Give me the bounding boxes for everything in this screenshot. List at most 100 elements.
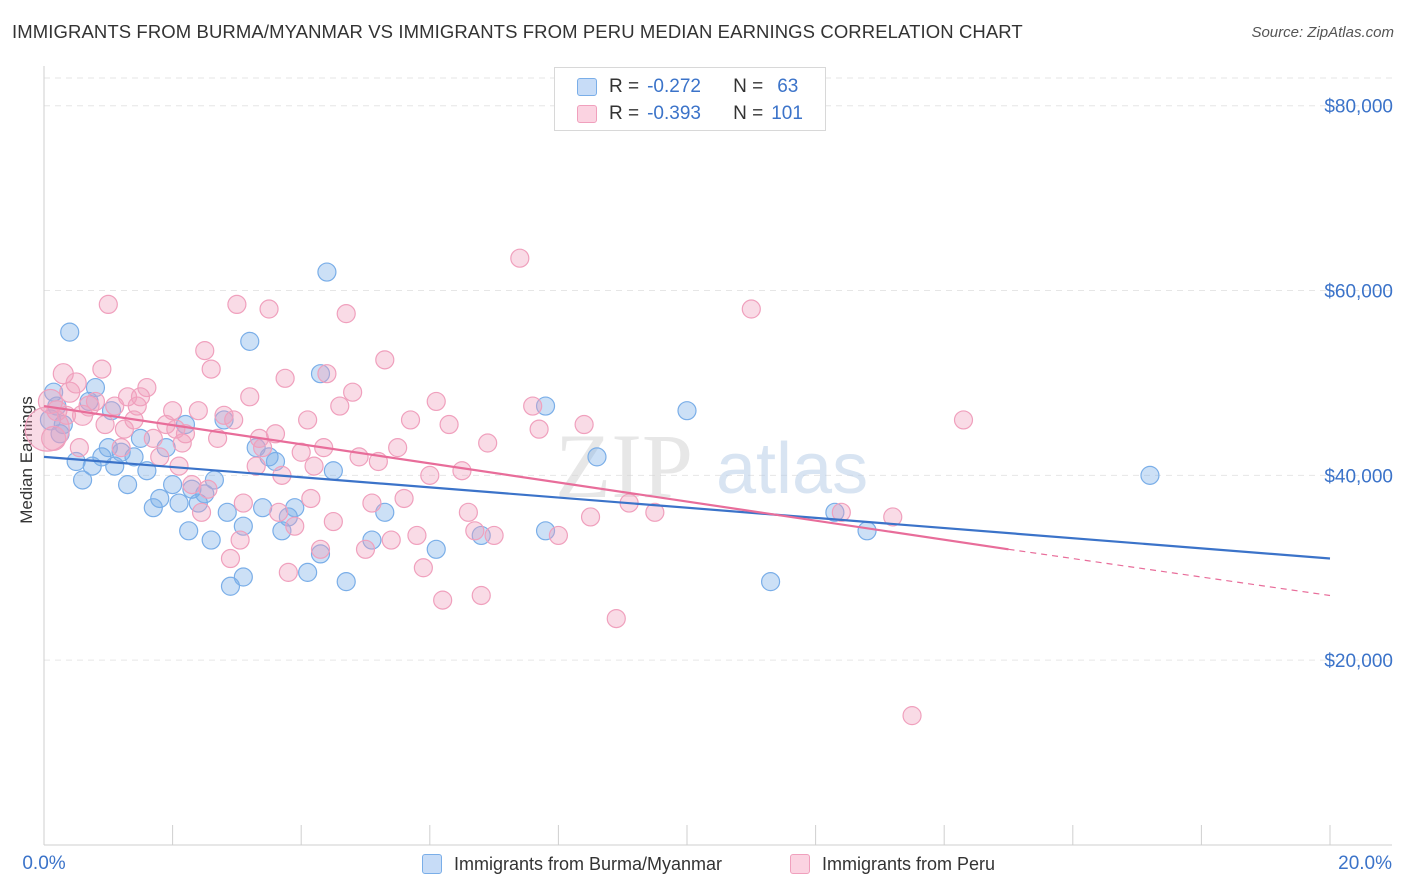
peru-point [317, 364, 337, 384]
peru-point [439, 414, 459, 435]
burma-point [124, 447, 144, 467]
peru-point [831, 502, 851, 522]
burma-point [587, 447, 607, 467]
peru-point [69, 438, 89, 458]
burma-point [220, 576, 241, 596]
peru-point [355, 539, 376, 559]
peru-point [471, 585, 491, 606]
legend-r-value: -0.272 [647, 76, 701, 97]
peru-point [150, 447, 170, 467]
peru-point [269, 502, 289, 522]
peru-point [343, 382, 363, 402]
peru-point [41, 425, 67, 451]
bottom-legend-label-burma: Immigrants from Burma/Myanmar [454, 853, 723, 874]
legend-swatch-peru [577, 105, 597, 123]
burma-point [760, 572, 781, 592]
legend-n-value: 63 [777, 76, 799, 97]
peru-point [606, 608, 626, 629]
peru-point [381, 530, 401, 550]
source-label: Source: ZipAtlas.com [1251, 24, 1394, 41]
burma-point [60, 322, 80, 342]
peru-point [198, 479, 218, 499]
bottom-legend-peru[interactable]: Immigrants from Peru [790, 852, 995, 876]
burma-point [677, 401, 697, 421]
peru-point [85, 391, 106, 412]
peru-point [407, 525, 427, 546]
peru-point [214, 405, 234, 425]
bottom-legend-burma[interactable]: Immigrants from Burma/Myanmar [422, 852, 722, 876]
burma-point [298, 562, 318, 582]
peru-point [98, 294, 118, 315]
burma-point [375, 502, 395, 522]
peru-point [548, 525, 569, 546]
burma-point [150, 488, 170, 509]
peru-point [394, 488, 414, 509]
x-tick-label: 0.0% [22, 853, 65, 874]
peru-point [114, 419, 134, 439]
peru-point [246, 456, 266, 476]
peru-point [484, 525, 504, 546]
peru-point [227, 294, 247, 315]
peru-point [478, 433, 498, 453]
burma-point [72, 470, 93, 490]
peru-trend-extension [1008, 548, 1331, 597]
peru-point [523, 396, 543, 416]
peru-point [304, 456, 324, 476]
peru-point [323, 511, 343, 532]
peru-point [574, 414, 594, 435]
peru-point [230, 530, 250, 550]
peru-point [275, 368, 295, 388]
burma-point [253, 498, 273, 518]
legend-n-label: N = [733, 76, 764, 97]
peru-point [510, 248, 530, 268]
peru-point [224, 410, 244, 430]
peru-point [137, 377, 157, 398]
x-tick-label: 20.0% [1338, 853, 1392, 874]
peru-point [163, 401, 183, 421]
burma-point [336, 572, 356, 592]
y-tick-label: $20,000 [1324, 651, 1393, 672]
peru-point [902, 706, 922, 726]
peru-point [208, 428, 228, 448]
peru-point [310, 539, 331, 559]
legend-r-label: R = [609, 103, 640, 124]
peru-point [240, 387, 260, 407]
legend-n-value: 101 [771, 103, 803, 124]
burma-point [1140, 465, 1160, 485]
peru-point [182, 475, 202, 495]
peru-point [65, 372, 87, 394]
burma-point [240, 331, 260, 351]
bottom-legend-label-peru: Immigrants from Peru [822, 853, 996, 874]
peru-point [195, 341, 215, 361]
peru-point [143, 428, 163, 448]
burma-point [169, 493, 189, 513]
peru-point [433, 590, 453, 610]
legend-r-label: R = [609, 76, 640, 97]
peru-point [220, 548, 241, 569]
peru-point [46, 400, 68, 422]
watermark-atlas: atlas [716, 429, 868, 509]
peru-point [105, 396, 125, 416]
burma-point [163, 475, 183, 495]
legend-row-peru: R = -0.393 N = 101 [577, 101, 803, 127]
legend-swatch-burma [577, 78, 597, 96]
burma-point [426, 539, 446, 559]
peru-point [95, 414, 115, 435]
peru-point [92, 359, 112, 379]
burma-point [117, 475, 138, 495]
peru-point [191, 502, 212, 522]
burma-point [857, 521, 877, 541]
burma-point [323, 461, 343, 481]
peru-point [426, 391, 446, 412]
burma-point [317, 262, 337, 282]
burma-point [285, 498, 305, 518]
peru-point [201, 359, 221, 379]
legend-r-value: -0.393 [647, 103, 701, 124]
peru-point [465, 521, 485, 541]
chart-title: IMMIGRANTS FROM BURMA/MYANMAR VS IMMIGRA… [12, 21, 1023, 42]
peru-point [388, 438, 408, 458]
y-tick-label: $40,000 [1324, 466, 1393, 487]
legend-n-label: N = [733, 103, 764, 124]
peru-point [452, 461, 472, 481]
